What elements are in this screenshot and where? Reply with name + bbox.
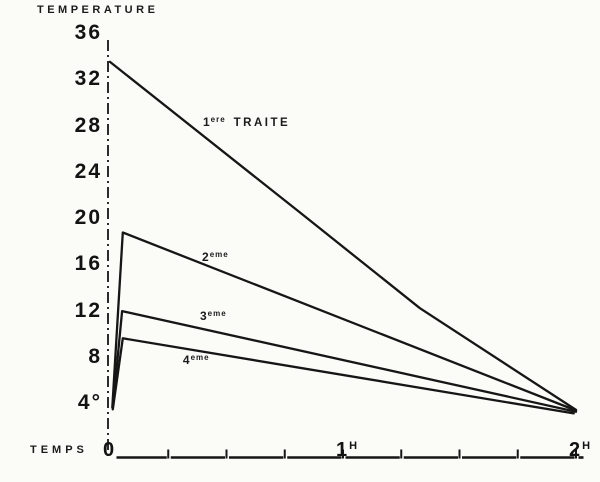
y-tick-label: 24 — [74, 159, 102, 183]
series-label-ordinal-suffix: eme — [209, 250, 229, 260]
series-label-number: 2 — [202, 250, 209, 265]
x-tick-unit: H — [349, 440, 358, 452]
series-line-4 — [111, 337, 575, 415]
series-label-4: 4eme — [183, 353, 210, 369]
x-tick-unit: H — [582, 440, 591, 452]
series-label-ordinal-suffix: eme — [190, 353, 210, 363]
x-tick-number: 2 — [569, 439, 581, 461]
series-line-1 — [108, 60, 578, 412]
series-label-1: 1ere TRAITE — [203, 115, 290, 131]
y-tick-label: 20 — [74, 206, 102, 229]
series-label-number: 3 — [199, 308, 207, 323]
series-label-ordinal-suffix: eme — [207, 308, 227, 318]
y-axis-title: TEMPERATURE — [37, 4, 159, 16]
y-tick-label: 4° — [77, 391, 102, 414]
y-tick-label: 36 — [74, 21, 102, 44]
y-tick-label: 16 — [74, 252, 102, 276]
x-axis-title: TEMPS — [30, 444, 88, 456]
x-tick-label: 0 — [103, 438, 114, 462]
series-label-text: TRAITE — [233, 117, 291, 130]
x-tick-number: 0 — [103, 439, 115, 461]
y-tick-label: 8 — [88, 344, 102, 368]
series-line-3 — [111, 309, 578, 413]
series-label-3: 3eme — [200, 309, 227, 325]
y-tick-label: 12 — [74, 298, 102, 322]
series-label-ordinal-suffix: ere — [210, 115, 226, 125]
series-label-number: 1 — [202, 115, 210, 130]
series-label-2: 2eme — [202, 250, 229, 266]
series-line-2 — [111, 231, 578, 412]
series-label-number: 4 — [182, 353, 190, 368]
y-tick-label: 32 — [74, 67, 102, 91]
x-tick-number: 1 — [336, 439, 348, 461]
y-tick-label: 28 — [74, 113, 102, 137]
